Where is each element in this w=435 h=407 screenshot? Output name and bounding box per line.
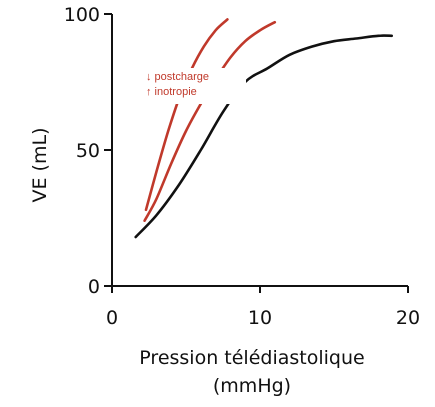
x-axis-title-line-2: (mmHg): [213, 375, 291, 397]
x-tick-label: 10: [248, 307, 272, 329]
annotation-postcharge: ↓ postcharge: [146, 71, 209, 83]
series-layer: [134, 18, 393, 239]
y-tick-label: 50: [76, 140, 100, 162]
x-tick-label: 0: [106, 307, 118, 329]
x-tick-label: 20: [396, 307, 420, 329]
annotation-inotropie: ↑ inotropie: [146, 86, 197, 98]
x-axis-title-line-1: Pression télédiastolique: [139, 347, 364, 369]
tick-layer: 0 10 20 0 50 100: [64, 4, 420, 329]
series-line-shifted_2: [144, 18, 229, 212]
series-line-baseline: [134, 34, 393, 239]
y-tick-label: 100: [64, 4, 100, 26]
series-line-shifted_1: [143, 20, 277, 222]
y-tick-label: 0: [88, 276, 100, 298]
y-axis-title: VE (mL): [29, 128, 51, 203]
annotation-background: [138, 68, 246, 104]
